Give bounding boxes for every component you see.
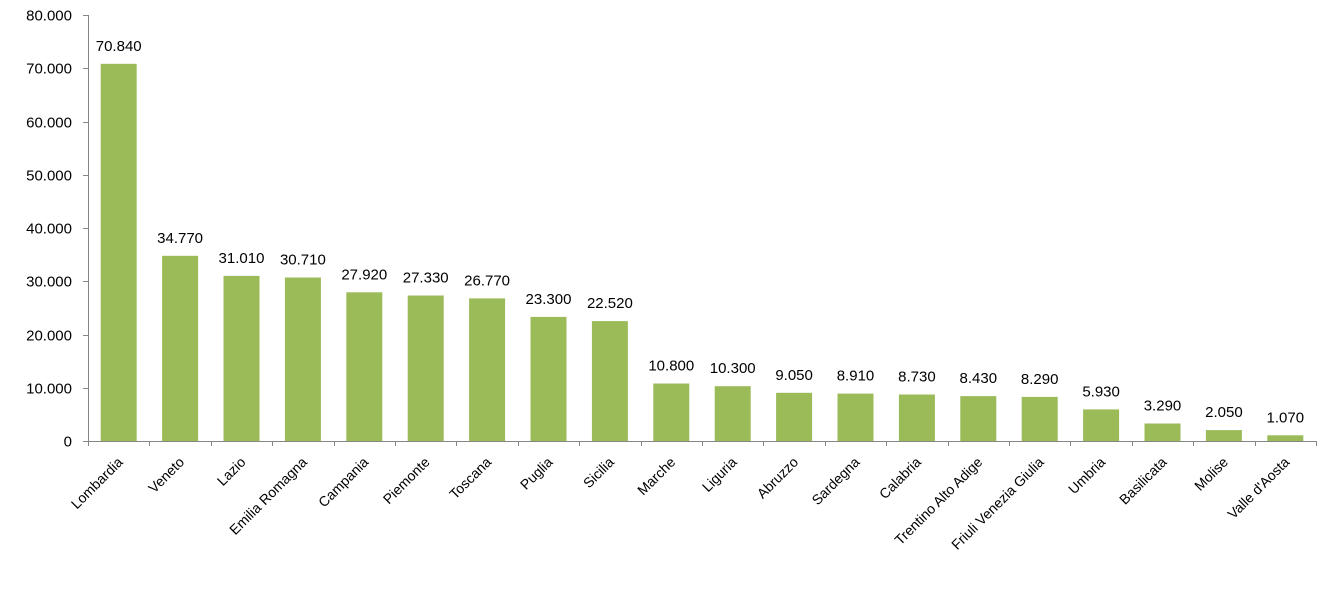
y-tick-label: 20.000 [26,328,72,345]
data-labels: 70.840 34.770 31.010 30.710 27.920 27.330 26.7… [96,38,1305,426]
y-tick-label: 60.000 [26,115,72,132]
x-tick-label: Lombardia [68,454,126,512]
bar [162,255,199,441]
x-tick-label: Lazio [214,454,249,489]
bar [898,394,935,441]
data-label: 3.290 [1144,398,1182,415]
x-tick-label: Liguria [699,454,740,495]
y-tick-label: 70.000 [26,61,72,78]
y-axis: 0 10.000 20.000 30.000 40.000 50.000 60.000 70.… [26,8,89,451]
data-label: 70.840 [96,38,142,55]
bar [653,383,690,441]
x-tick-label: Sardegna [808,454,862,508]
data-label: 10.300 [710,360,756,377]
data-label: 8.430 [960,370,998,387]
bar [223,275,260,441]
data-label: 1.070 [1267,409,1305,426]
bar [469,298,506,441]
x-tick-label: Toscana [446,454,494,502]
y-tick-label: 10.000 [26,381,72,398]
y-tick-label: 40.000 [26,221,72,238]
bar [284,277,321,441]
bar [1205,430,1242,441]
data-label: 34.770 [157,230,203,247]
y-tick-label: 50.000 [26,168,72,185]
x-tick-label: Valle d'Aosta [1224,454,1292,522]
bar [960,396,997,441]
x-tick-label: Marche [634,454,678,498]
bar [1083,409,1120,441]
bar [1021,396,1058,441]
data-label: 10.800 [648,358,694,375]
x-tick-label: Basilicata [1116,454,1170,508]
bar [837,393,874,441]
y-tick-label: 80.000 [26,8,72,25]
bar [1267,435,1304,441]
bars [100,63,1304,442]
data-label: 30.710 [280,252,326,269]
bar [776,392,813,441]
bar [591,321,628,441]
data-label: 8.910 [837,368,875,385]
data-label: 22.520 [587,295,633,312]
bar [714,386,751,441]
data-label: 27.330 [403,270,449,287]
data-label: 26.770 [464,272,510,289]
bar [407,295,444,441]
bar [346,292,383,441]
bar [530,316,567,441]
x-tick-label: Molise [1191,454,1231,494]
y-tick-label: 30.000 [26,274,72,291]
data-label: 31.010 [219,250,265,267]
x-tick-label: Sicilia [580,454,617,491]
data-label: 8.290 [1021,371,1059,388]
bar [100,63,137,442]
data-label: 9.050 [775,367,813,384]
x-tick-label: Veneto [145,454,187,496]
x-tick-label: Campania [315,454,372,511]
x-tick-label: Calabria [876,454,924,502]
x-tick-label: Puglia [517,454,556,493]
data-label: 27.920 [341,266,387,283]
x-tick-label: Piemonte [380,454,433,507]
x-tick-label: Umbria [1065,454,1108,497]
bar [1144,423,1181,441]
data-label: 5.930 [1082,383,1120,400]
data-label: 8.730 [898,369,936,386]
data-label: 2.050 [1205,404,1243,421]
data-label: 23.300 [526,291,572,308]
x-tick-label: Abruzzo [754,454,802,502]
y-tick-label: 0 [64,434,72,451]
